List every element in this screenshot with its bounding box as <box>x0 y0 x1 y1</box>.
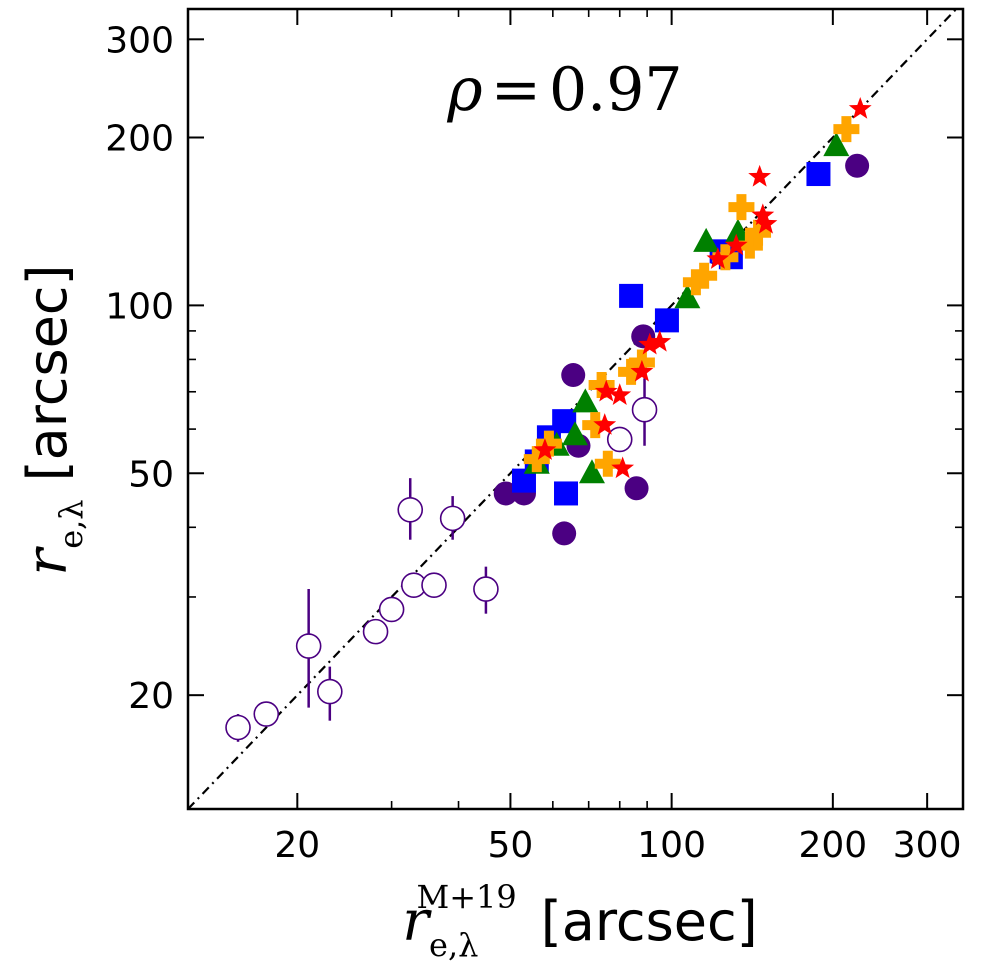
open-circle-point <box>397 496 424 523</box>
triangle-point <box>572 388 599 413</box>
y-tick-label: 200 <box>105 119 174 160</box>
plus-point <box>745 219 772 246</box>
reference-line-layer <box>187 8 958 810</box>
open-circle-point <box>421 572 447 598</box>
star-point <box>748 164 772 187</box>
x-tick-label: 20 <box>274 825 320 866</box>
star-point <box>638 332 662 355</box>
plot-frame <box>186 7 965 811</box>
x-tick-label: 50 <box>488 825 534 866</box>
open-circle-point <box>253 701 280 727</box>
triangle-point <box>578 459 605 484</box>
open-circle-point <box>378 596 405 623</box>
plus-point <box>691 262 718 289</box>
triangle-point <box>823 132 850 157</box>
square-point <box>619 283 644 308</box>
plus-point <box>728 194 755 221</box>
x-tick-label: 200 <box>798 825 867 866</box>
plus-point <box>588 371 615 398</box>
y-tick-label: 100 <box>105 286 174 327</box>
filled-circle-point <box>493 481 518 506</box>
ticks-layer: 20 50 100 200 300 20 50 100 200 300 <box>105 9 963 866</box>
plus-point <box>833 116 860 143</box>
star-point <box>648 329 672 352</box>
star-point <box>594 379 618 402</box>
x-tick-label: 300 <box>893 825 962 866</box>
square-point <box>654 308 679 333</box>
open-circle-point <box>225 714 251 741</box>
plus-point <box>535 430 562 457</box>
y-axis-label: re,λ[arcsec] <box>15 264 90 575</box>
open-circle-point <box>606 426 633 453</box>
x-tick-label: 100 <box>637 825 706 866</box>
star-point <box>848 96 872 119</box>
one-to-one-reference-line <box>187 8 958 810</box>
star-point <box>630 359 654 382</box>
triangle-point <box>724 218 751 243</box>
star-point <box>706 247 730 269</box>
triangle-point <box>561 421 588 446</box>
x-axis-label: re,λM+19 [arcsec] <box>402 878 757 964</box>
star-point <box>593 413 617 435</box>
data-points-layer <box>225 96 872 741</box>
plus-point <box>594 450 621 477</box>
y-tick-label: 50 <box>128 454 174 495</box>
plus-point <box>523 446 550 473</box>
star-point <box>533 438 557 460</box>
star-point <box>608 383 632 405</box>
triangle-point <box>693 227 720 252</box>
error-bar-layer <box>236 378 646 742</box>
plus-point <box>618 358 645 385</box>
filled-circle-point <box>561 363 586 388</box>
triangle-point <box>674 284 701 309</box>
correlation-annotation: ρ = 0.97 <box>446 55 682 125</box>
filled-circle-point <box>552 521 577 546</box>
open-circle-point <box>631 396 658 423</box>
open-circle-point <box>439 505 466 532</box>
plus-point <box>582 412 609 439</box>
plus-point <box>736 232 763 259</box>
square-point <box>554 481 579 506</box>
plus-point <box>682 269 709 296</box>
y-tick-label: 20 <box>128 676 174 717</box>
star-point <box>611 456 635 479</box>
star-point <box>754 211 778 234</box>
y-tick-label: 300 <box>105 20 174 61</box>
filled-circle-point <box>624 476 649 501</box>
open-circle-point <box>473 576 499 602</box>
square-point <box>806 162 831 187</box>
open-circle-point <box>362 618 389 645</box>
filled-circle-point <box>845 153 870 178</box>
star-point <box>751 203 775 226</box>
open-circle-point <box>317 678 343 705</box>
open-circle-point <box>295 633 322 659</box>
star-point <box>724 233 748 256</box>
